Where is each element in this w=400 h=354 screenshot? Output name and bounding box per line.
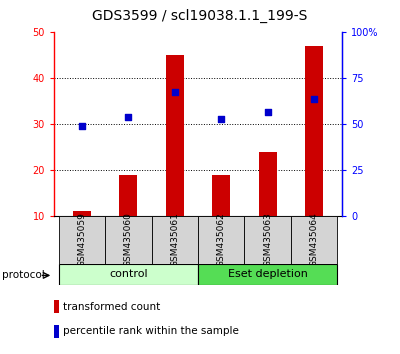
Bar (259, 152, 276, 216)
Text: percentile rank within the sample: percentile rank within the sample (63, 326, 239, 336)
Bar (244, 216, 291, 264)
Point (218, 116, 224, 122)
Bar (152, 216, 198, 264)
Point (79, 124, 85, 129)
Text: GSM435059: GSM435059 (77, 212, 86, 267)
Bar (198, 264, 337, 285)
Point (311, 96, 317, 101)
Point (264, 110, 271, 115)
Bar (198, 216, 244, 264)
Text: protocol: protocol (2, 270, 45, 280)
Point (172, 89, 178, 95)
Text: GDS3599 / scl19038.1.1_199-S: GDS3599 / scl19038.1.1_199-S (92, 9, 308, 23)
Bar (105, 216, 152, 264)
Text: GSM435062: GSM435062 (217, 212, 226, 267)
Text: transformed count: transformed count (63, 302, 160, 312)
Bar (59, 264, 198, 285)
Point (125, 114, 132, 120)
Text: GSM435060: GSM435060 (124, 212, 133, 267)
Text: GSM435061: GSM435061 (170, 212, 179, 267)
Text: GSM435064: GSM435064 (310, 212, 319, 267)
Text: Eset depletion: Eset depletion (228, 269, 308, 279)
Text: control: control (109, 269, 148, 279)
Bar (166, 55, 184, 216)
Bar (120, 175, 137, 216)
Bar (305, 46, 323, 216)
Bar (291, 216, 337, 264)
Bar (212, 175, 230, 216)
Bar (59, 216, 105, 264)
Text: GSM435063: GSM435063 (263, 212, 272, 267)
Bar (73, 211, 91, 216)
